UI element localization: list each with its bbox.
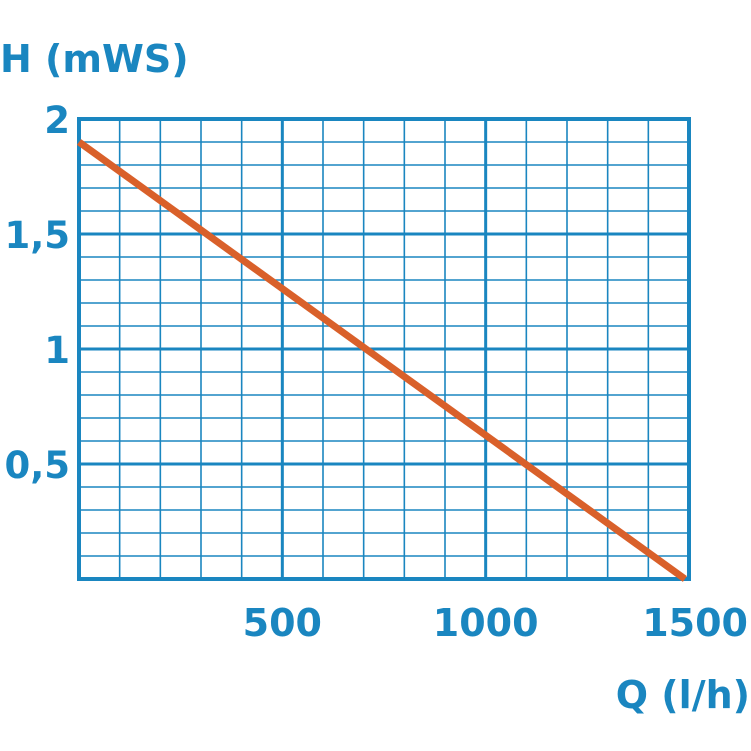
major-grid — [79, 119, 689, 579]
y-tick-labels: 0,5 1 1,5 2 — [4, 99, 70, 487]
x-tick-label: 1000 — [433, 601, 539, 645]
plot-frame — [77, 117, 691, 581]
x-tick-labels: 500 1000 1500 — [243, 601, 748, 645]
y-axis-label: H (mWS) — [0, 37, 189, 81]
x-tick-label: 1500 — [642, 601, 748, 645]
series-line — [76, 139, 687, 582]
y-tick-label: 1,5 — [4, 214, 70, 257]
series-layer — [76, 139, 687, 582]
y-tick-label: 2 — [44, 99, 70, 142]
x-tick-label: 500 — [243, 601, 322, 645]
y-tick-label: 1 — [44, 329, 70, 372]
x-axis-label: Q (l/h) — [616, 673, 750, 717]
y-tick-label: 0,5 — [4, 444, 70, 487]
